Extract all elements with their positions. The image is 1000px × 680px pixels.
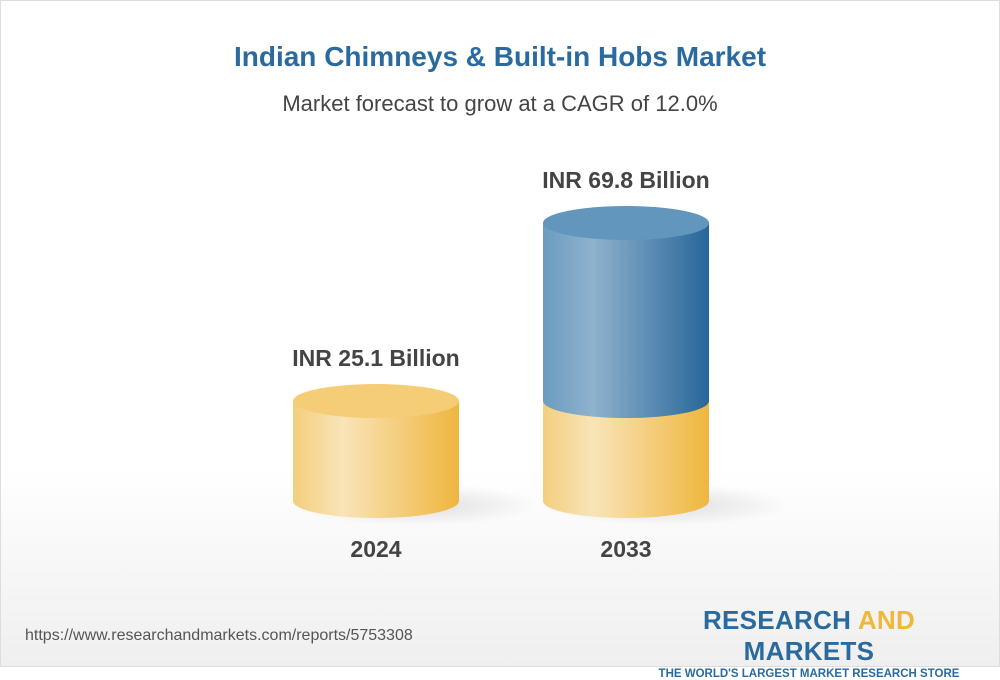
bar-base-2033 xyxy=(543,401,709,518)
category-label: 2024 xyxy=(350,536,401,562)
cylinder-chart: INR 25.1 Billion 2024 INR 69.8 Billion 2033 xyxy=(292,167,789,562)
bar-top-2033 xyxy=(543,206,709,240)
category-label: 2033 xyxy=(600,536,651,562)
bar-growth-2033 xyxy=(543,223,709,419)
data-label: INR 25.1 Billion xyxy=(292,345,459,371)
chart-title: Indian Chimneys & Built-in Hobs Market xyxy=(233,41,767,72)
data-label: INR 69.8 Billion xyxy=(542,167,709,193)
research-and-markets-logo: RESEARCH AND MARKETS THE WORLD'S LARGEST… xyxy=(658,605,960,680)
bar-top-2024 xyxy=(293,384,459,419)
source-url[interactable]: https://www.researchandmarkets.com/repor… xyxy=(25,627,413,644)
bar-2024 xyxy=(293,401,459,518)
chart-subtitle: Market forecast to grow at a CAGR of 12.… xyxy=(282,91,718,116)
